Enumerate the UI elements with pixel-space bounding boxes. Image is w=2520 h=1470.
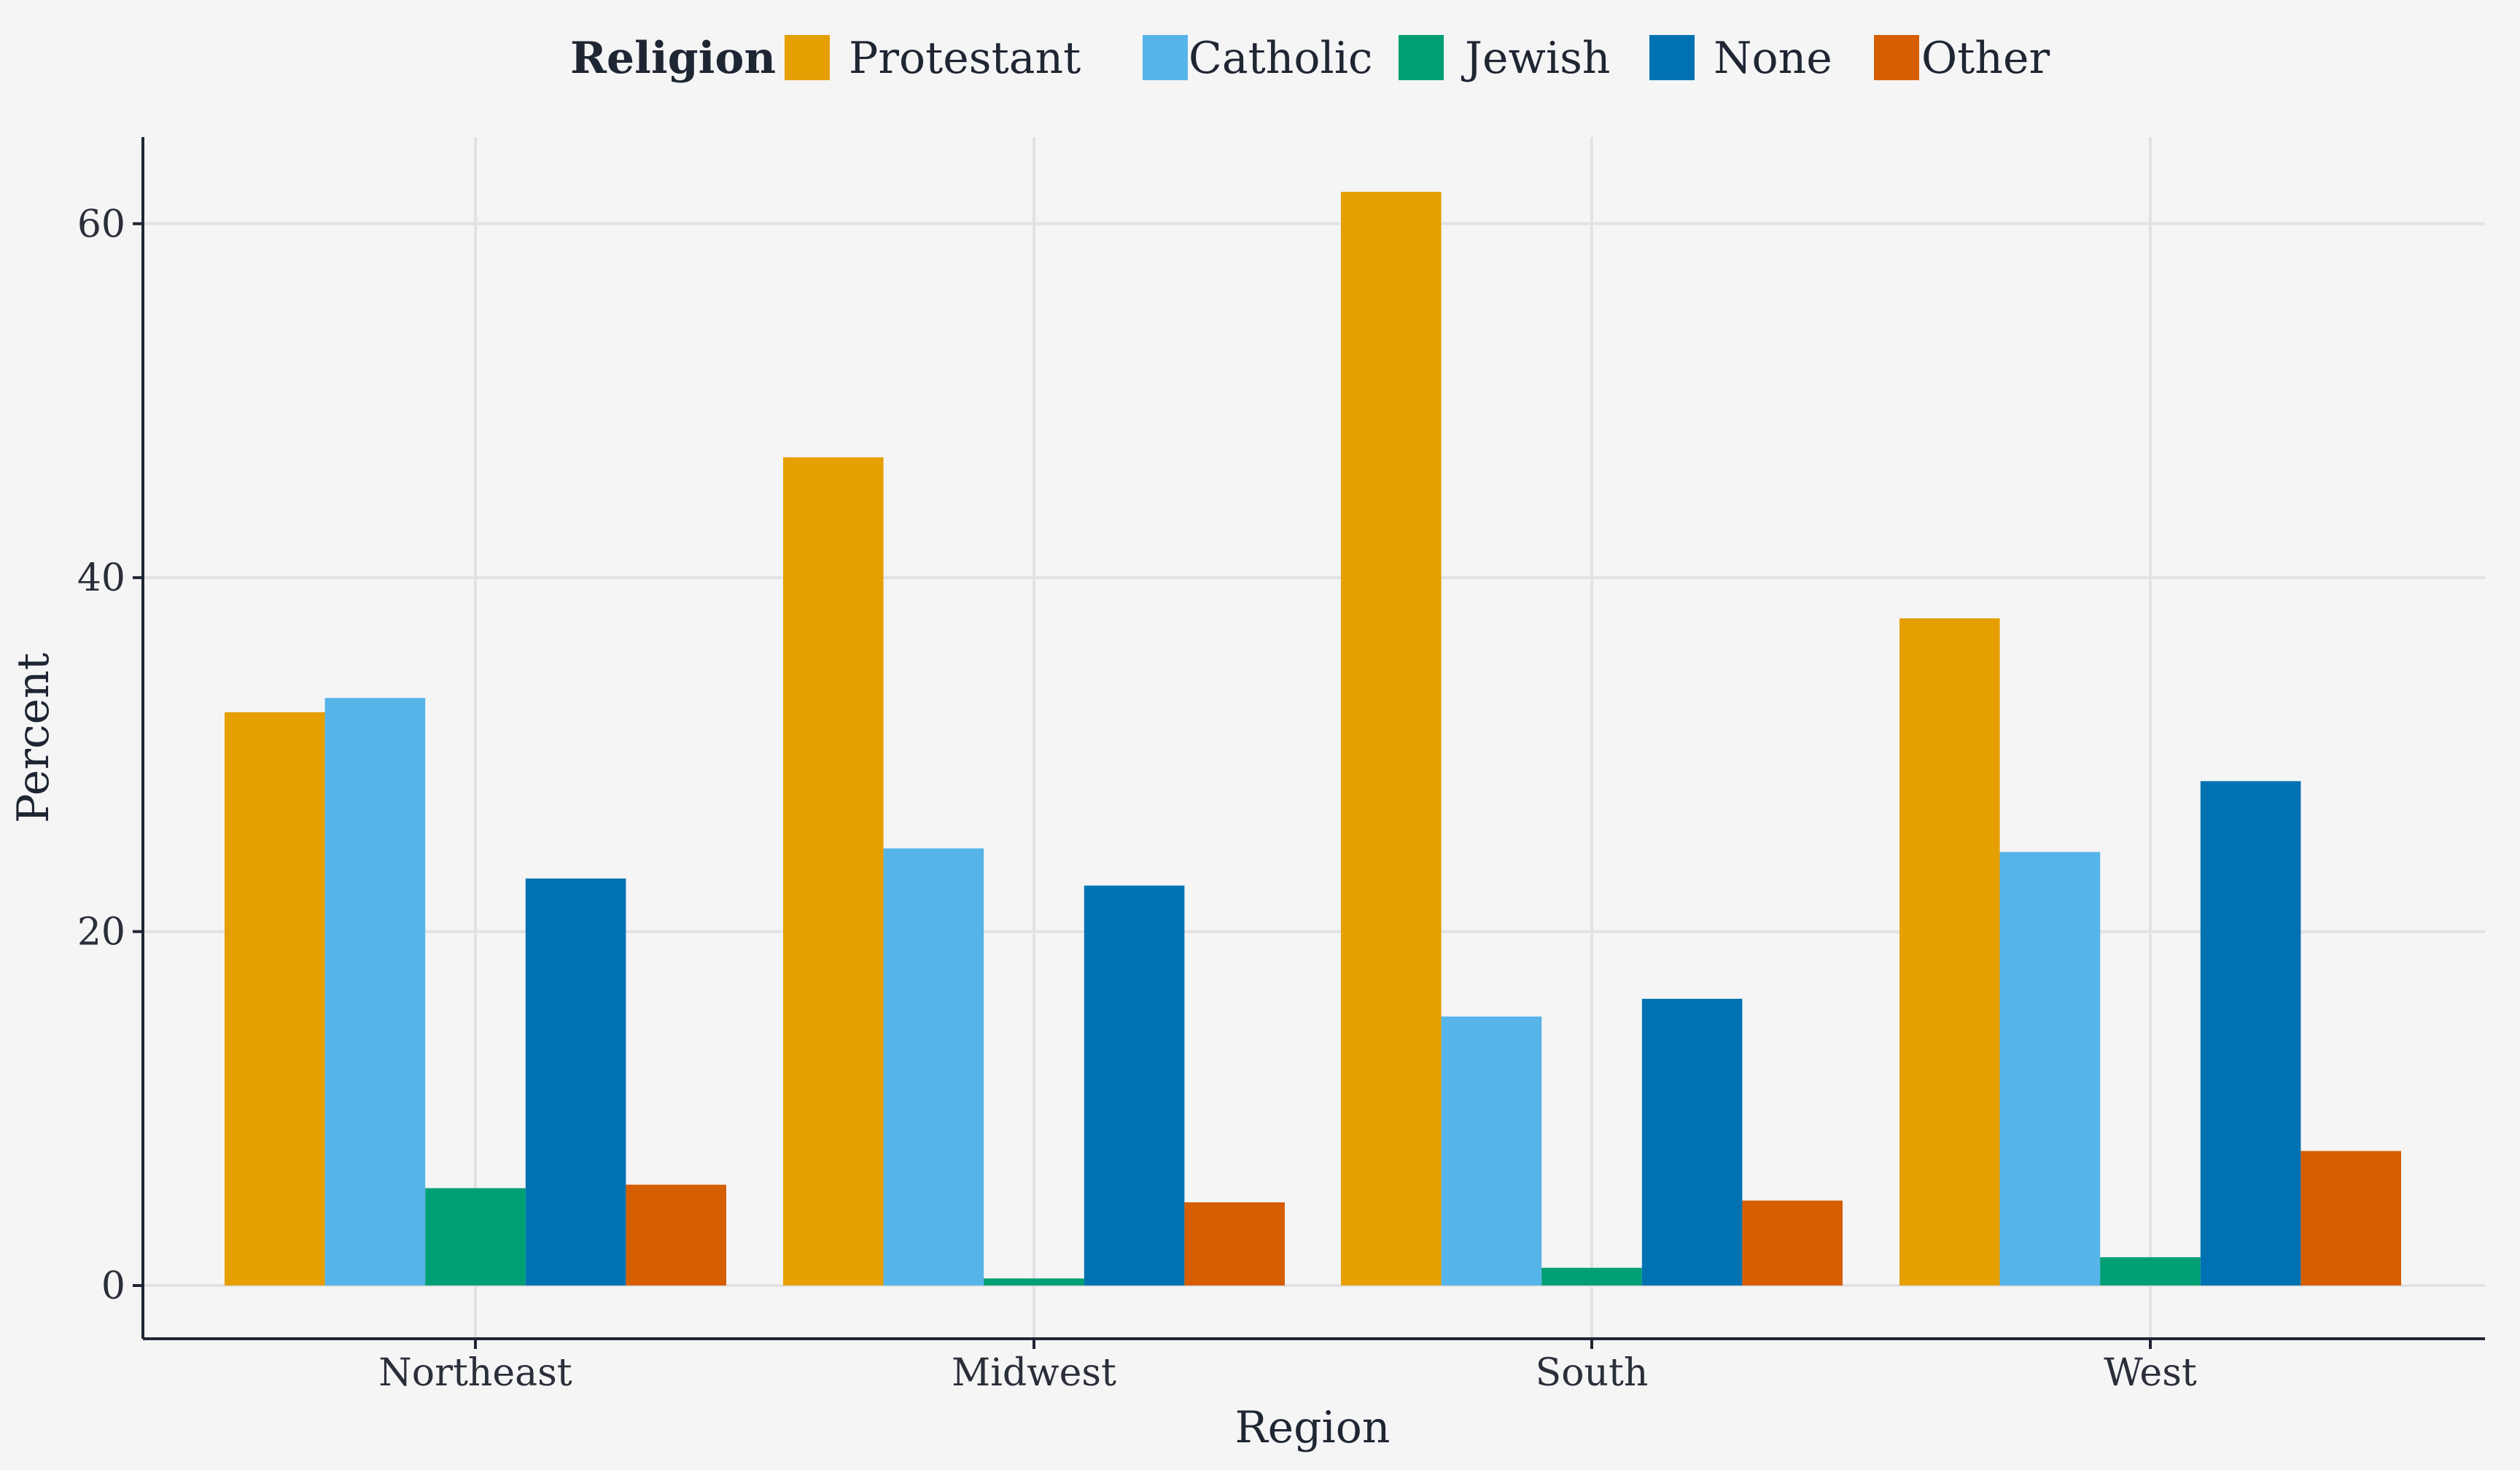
legend-label-none: None [1714,33,1832,84]
bar-south-jewish [1541,1267,1642,1286]
legend-swatch-other [1874,35,1919,80]
bar-midwest-other [1184,1202,1285,1286]
bar-midwest-jewish [984,1278,1084,1286]
bar-south-catholic [1441,1016,1542,1286]
bar-west-none [2200,781,2301,1286]
gridlines [143,137,2485,1339]
bar-south-none [1641,998,1743,1286]
bar-midwest-none [1084,885,1185,1286]
bar-northeast-jewish [425,1188,526,1286]
bar-west-protestant [1899,618,2000,1286]
legend-swatch-none [1649,35,1695,80]
x-axis-title: Region [1234,1402,1390,1453]
legend-title: Religion [570,33,776,84]
legend-swatch-protestant [785,35,830,80]
axes [133,137,2485,1349]
bar-south-protestant [1341,192,1442,1286]
x-tick-label-west: West [2104,1351,2197,1395]
y-tick-label-40: 40 [77,556,125,600]
tick-labels: 0 20 40 60 Northeast Midwest South West [77,203,2197,1395]
bar-northeast-other [626,1184,726,1286]
x-tick-label-northeast: Northeast [378,1351,572,1395]
legend-swatch-jewish [1399,35,1444,80]
y-tick-label-0: 0 [101,1264,125,1308]
bar-south-other [1742,1200,1843,1286]
bars [225,192,2401,1286]
legend: Religion Protestant Catholic Jewish None Othe… [570,33,2050,84]
legend-label-jewish: Jewish [1461,33,1611,84]
bar-west-catholic [1999,852,2101,1286]
legend-label-other: Other [1921,33,2050,84]
bar-northeast-none [525,878,626,1286]
x-tick-label-south: South [1536,1351,1649,1395]
x-tick-label-midwest: Midwest [952,1351,1116,1395]
bar-northeast-protestant [225,712,325,1286]
y-tick-label-60: 60 [77,203,125,246]
legend-swatch-catholic [1143,35,1188,80]
y-axis-title: Percent [8,653,59,823]
bar-west-other [2301,1151,2401,1286]
legend-label-protestant: Protestant [849,33,1081,84]
legend-label-catholic: Catholic [1189,33,1373,84]
bar-midwest-catholic [883,848,984,1286]
bar-west-jewish [2100,1257,2201,1286]
bar-midwest-protestant [783,457,884,1286]
y-tick-label-20: 20 [77,911,125,954]
bar-northeast-catholic [324,698,426,1286]
